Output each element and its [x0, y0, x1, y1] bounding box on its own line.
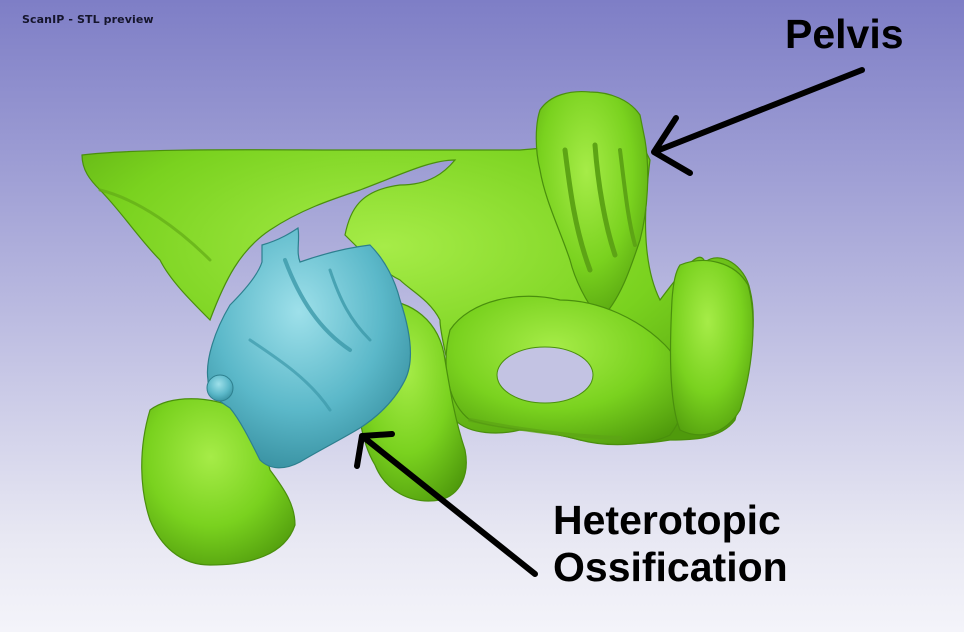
- pelvis-model[interactable]: [81, 90, 754, 566]
- ossification-label-line1: Heterotopic: [553, 497, 781, 543]
- ossification-mass: [206, 226, 412, 469]
- ossification-model[interactable]: [206, 226, 412, 469]
- ossification-label-line2: Ossification: [553, 544, 788, 590]
- pelvis-arrow: [651, 67, 865, 176]
- pelvis-label: Pelvis: [785, 11, 904, 57]
- ossification-arrow: [354, 431, 538, 577]
- obturator-foramen: [496, 346, 594, 404]
- pelvis-right-column: [669, 259, 754, 436]
- window-title: ScanIP - STL preview: [22, 13, 154, 26]
